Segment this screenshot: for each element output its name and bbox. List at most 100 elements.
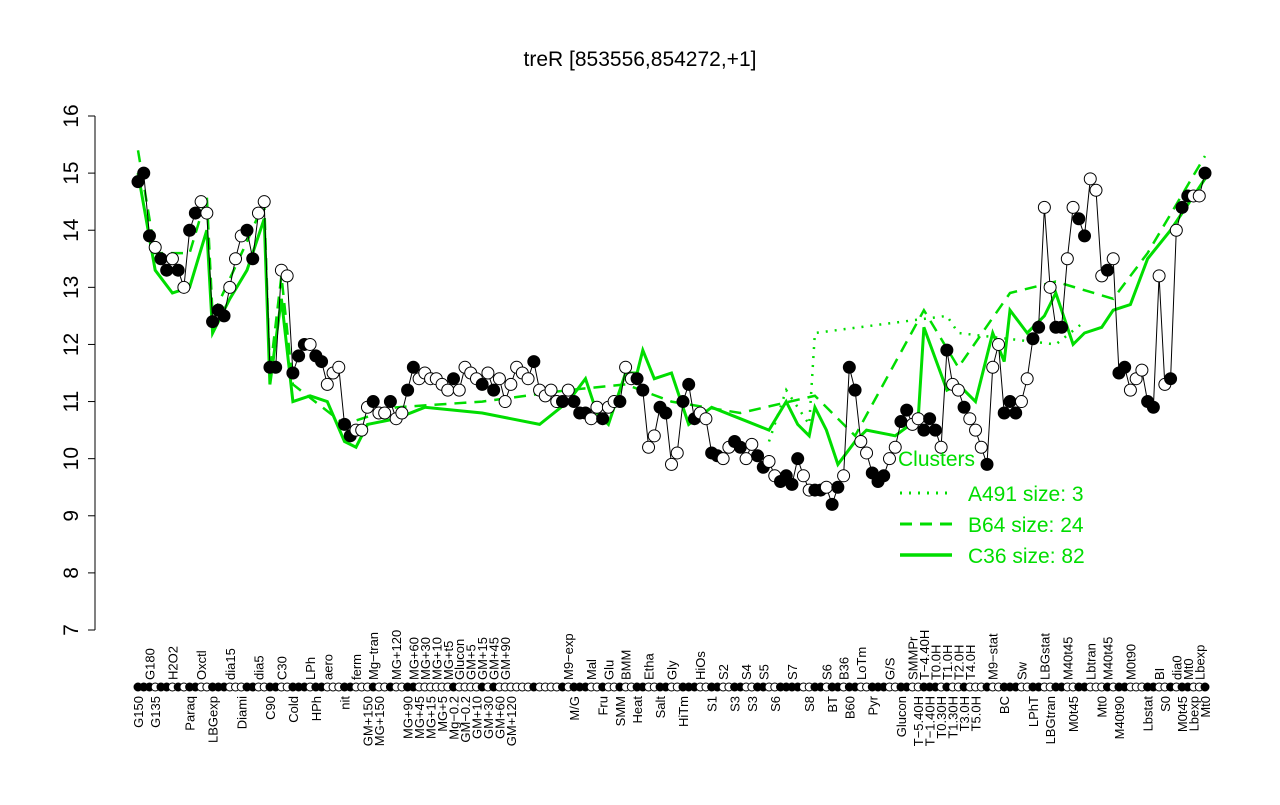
x-tick-label: MG+150 <box>372 696 387 746</box>
x-tick-label: T−4.40H <box>917 630 932 680</box>
x-tick-label: GM+30 <box>481 696 496 739</box>
x-tick-label: GM+120 <box>504 696 519 746</box>
data-point <box>877 469 891 483</box>
data-point <box>303 337 317 351</box>
x-tick-label: Glucon <box>894 696 909 737</box>
data-point <box>923 412 937 426</box>
x-tick-label: GM−0.2 <box>458 696 473 743</box>
data-point <box>665 457 678 471</box>
data-point <box>148 240 162 254</box>
data-point <box>894 415 908 429</box>
data-point <box>860 446 874 460</box>
data-point <box>395 406 409 420</box>
x-tick-label: HPh <box>309 696 324 721</box>
data-point <box>980 457 994 471</box>
data-point <box>1089 183 1103 197</box>
x-tick-label: M40t90 <box>1112 696 1127 739</box>
data-point <box>481 366 495 380</box>
x-tick-label: S1 <box>705 696 720 712</box>
x-tick-label: Glu <box>601 660 616 680</box>
x-tick-label: T5.0H <box>969 696 984 731</box>
chart-title: treR [853556,854272,+1] <box>524 48 757 71</box>
data-point <box>745 437 759 451</box>
data-point <box>825 497 839 511</box>
data-point <box>257 195 271 209</box>
data-point <box>584 412 598 426</box>
data-point <box>165 252 179 266</box>
legend: Clusters A491 size: 3 B64 size: 24 C36 siz… <box>898 448 1085 568</box>
data-point <box>383 395 397 409</box>
x-tick-label: S2 <box>716 664 731 680</box>
data-point <box>1043 280 1057 294</box>
x-tick-label: SMM <box>613 696 628 726</box>
x-tick-label: T2.0H <box>951 645 966 680</box>
x-tick-label: G150 <box>131 696 146 728</box>
x-tick-label: MG+30 <box>418 637 433 680</box>
data-point <box>475 377 489 391</box>
data-point <box>1078 229 1092 243</box>
data-point <box>332 360 346 374</box>
data-point <box>447 372 461 386</box>
data-point <box>997 406 1011 420</box>
x-tick-label: G/S <box>882 657 897 680</box>
data-point <box>1169 223 1183 237</box>
data-point <box>991 337 1005 351</box>
cluster-lines <box>136 150 1207 468</box>
cluster-line-dotted <box>767 314 1086 442</box>
data-point <box>596 412 610 426</box>
data-point <box>504 377 518 391</box>
data-point <box>1175 200 1189 214</box>
x-tick-label: S3 <box>728 696 743 712</box>
x-tick-label: C30 <box>274 656 289 680</box>
x-tick-label: GM+10 <box>469 696 484 739</box>
x-tick-label: aero <box>320 654 335 680</box>
x-tick-label: Lbtran <box>1083 643 1098 680</box>
x-tick-label: M0t90 <box>1123 644 1138 680</box>
x-tick-label: S6 <box>768 696 783 712</box>
x-tick-label: GM+5 <box>464 644 479 680</box>
data-point <box>619 360 633 374</box>
x-tick-label: M40t45 <box>1060 637 1075 680</box>
data-point <box>1106 252 1120 266</box>
data-point <box>183 223 197 237</box>
data-point <box>355 423 369 437</box>
data-point <box>137 166 151 180</box>
x-tick-label: BT <box>825 696 840 713</box>
x-tick-label: Fru <box>596 696 611 716</box>
data-point <box>791 452 805 466</box>
x-tick-label: Gly <box>665 660 680 680</box>
y-tick-label: 7 <box>60 624 83 636</box>
x-tick-label: Glucon <box>452 639 467 680</box>
data-point <box>286 366 300 380</box>
x-tick-label: M9−exp <box>561 633 576 680</box>
y-tick-label: 9 <box>60 510 83 522</box>
x-tick-label: GM+90 <box>498 637 513 680</box>
data-point <box>590 400 604 414</box>
x-tick-label: T−1.40H <box>923 696 938 746</box>
data-point <box>521 372 535 386</box>
x-tick-label: M0t45 <box>1175 696 1190 732</box>
data-point <box>229 252 243 266</box>
data-point <box>217 309 231 323</box>
data-point <box>223 280 237 294</box>
x-tick-label: T1.30H <box>946 696 961 739</box>
data-point <box>1003 395 1017 409</box>
data-point <box>762 455 776 469</box>
x-tick-label: T4.0H <box>963 645 978 680</box>
data-point <box>194 195 208 209</box>
y-tick-label: 15 <box>60 161 83 184</box>
legend-label: C36 size: 82 <box>968 545 1085 568</box>
data-point <box>142 229 156 243</box>
x-tick-label: G135 <box>148 696 163 728</box>
x-tick-label: Diami <box>234 696 249 729</box>
data-point <box>831 480 845 494</box>
data-point <box>733 440 747 454</box>
data-point <box>292 349 306 363</box>
y-tick-label: 11 <box>60 391 83 413</box>
data-point <box>441 383 455 397</box>
x-tick-label: BMM <box>619 650 634 680</box>
data-point <box>1055 320 1069 334</box>
x-tick-label: Heat <box>630 696 645 724</box>
data-points <box>131 166 1212 511</box>
y-tick-label: 13 <box>60 276 83 299</box>
